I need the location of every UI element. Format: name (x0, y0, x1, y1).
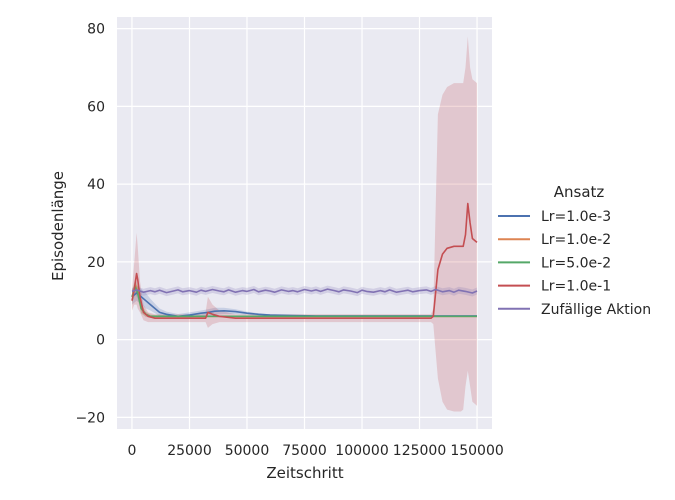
x-tick-label: 125000 (393, 443, 446, 459)
x-tick-label: 75000 (282, 443, 327, 459)
confidence-band (132, 285, 477, 297)
series-line (131, 202, 478, 320)
x-tick-label: 50000 (225, 443, 270, 459)
confidence-band (132, 285, 477, 319)
legend-label: Lr=1.0e-2 (541, 232, 611, 248)
x-tick-label: 0 (127, 443, 136, 459)
y-tick-label: 0 (96, 333, 105, 349)
y-axis-ticks: −20 0 20 40 60 80 (75, 22, 105, 427)
x-tick-label: 150000 (450, 443, 503, 459)
legend-label: Lr=5.0e-2 (541, 255, 611, 271)
legend-label: Lr=1.0e-3 (541, 209, 611, 225)
grid (117, 17, 492, 429)
x-tick-label: 25000 (167, 443, 212, 459)
y-tick-label: 40 (87, 177, 105, 193)
legend-title: Ansatz (554, 183, 605, 201)
x-tick-label: 100000 (335, 443, 388, 459)
y-tick-label: −20 (75, 410, 105, 426)
y-axis-label: Episodenlänge (49, 171, 67, 281)
y-tick-label: 20 (87, 255, 105, 271)
legend-label: Zufällige Aktion (541, 302, 651, 318)
legend: Ansatz Lr=1.0e-3 Lr=1.0e-2 Lr=5.0e-2 Lr=1.0… (498, 183, 651, 318)
legend-label: Lr=1.0e-1 (541, 279, 611, 295)
y-tick-label: 80 (87, 22, 105, 38)
y-tick-label: 60 (87, 99, 105, 115)
x-axis-ticks: 0 25000 50000 75000 100000 125000 150000 (127, 443, 503, 459)
series-lines (131, 202, 478, 320)
x-axis-label: Zeitschritt (266, 464, 343, 482)
series-line (131, 288, 478, 294)
